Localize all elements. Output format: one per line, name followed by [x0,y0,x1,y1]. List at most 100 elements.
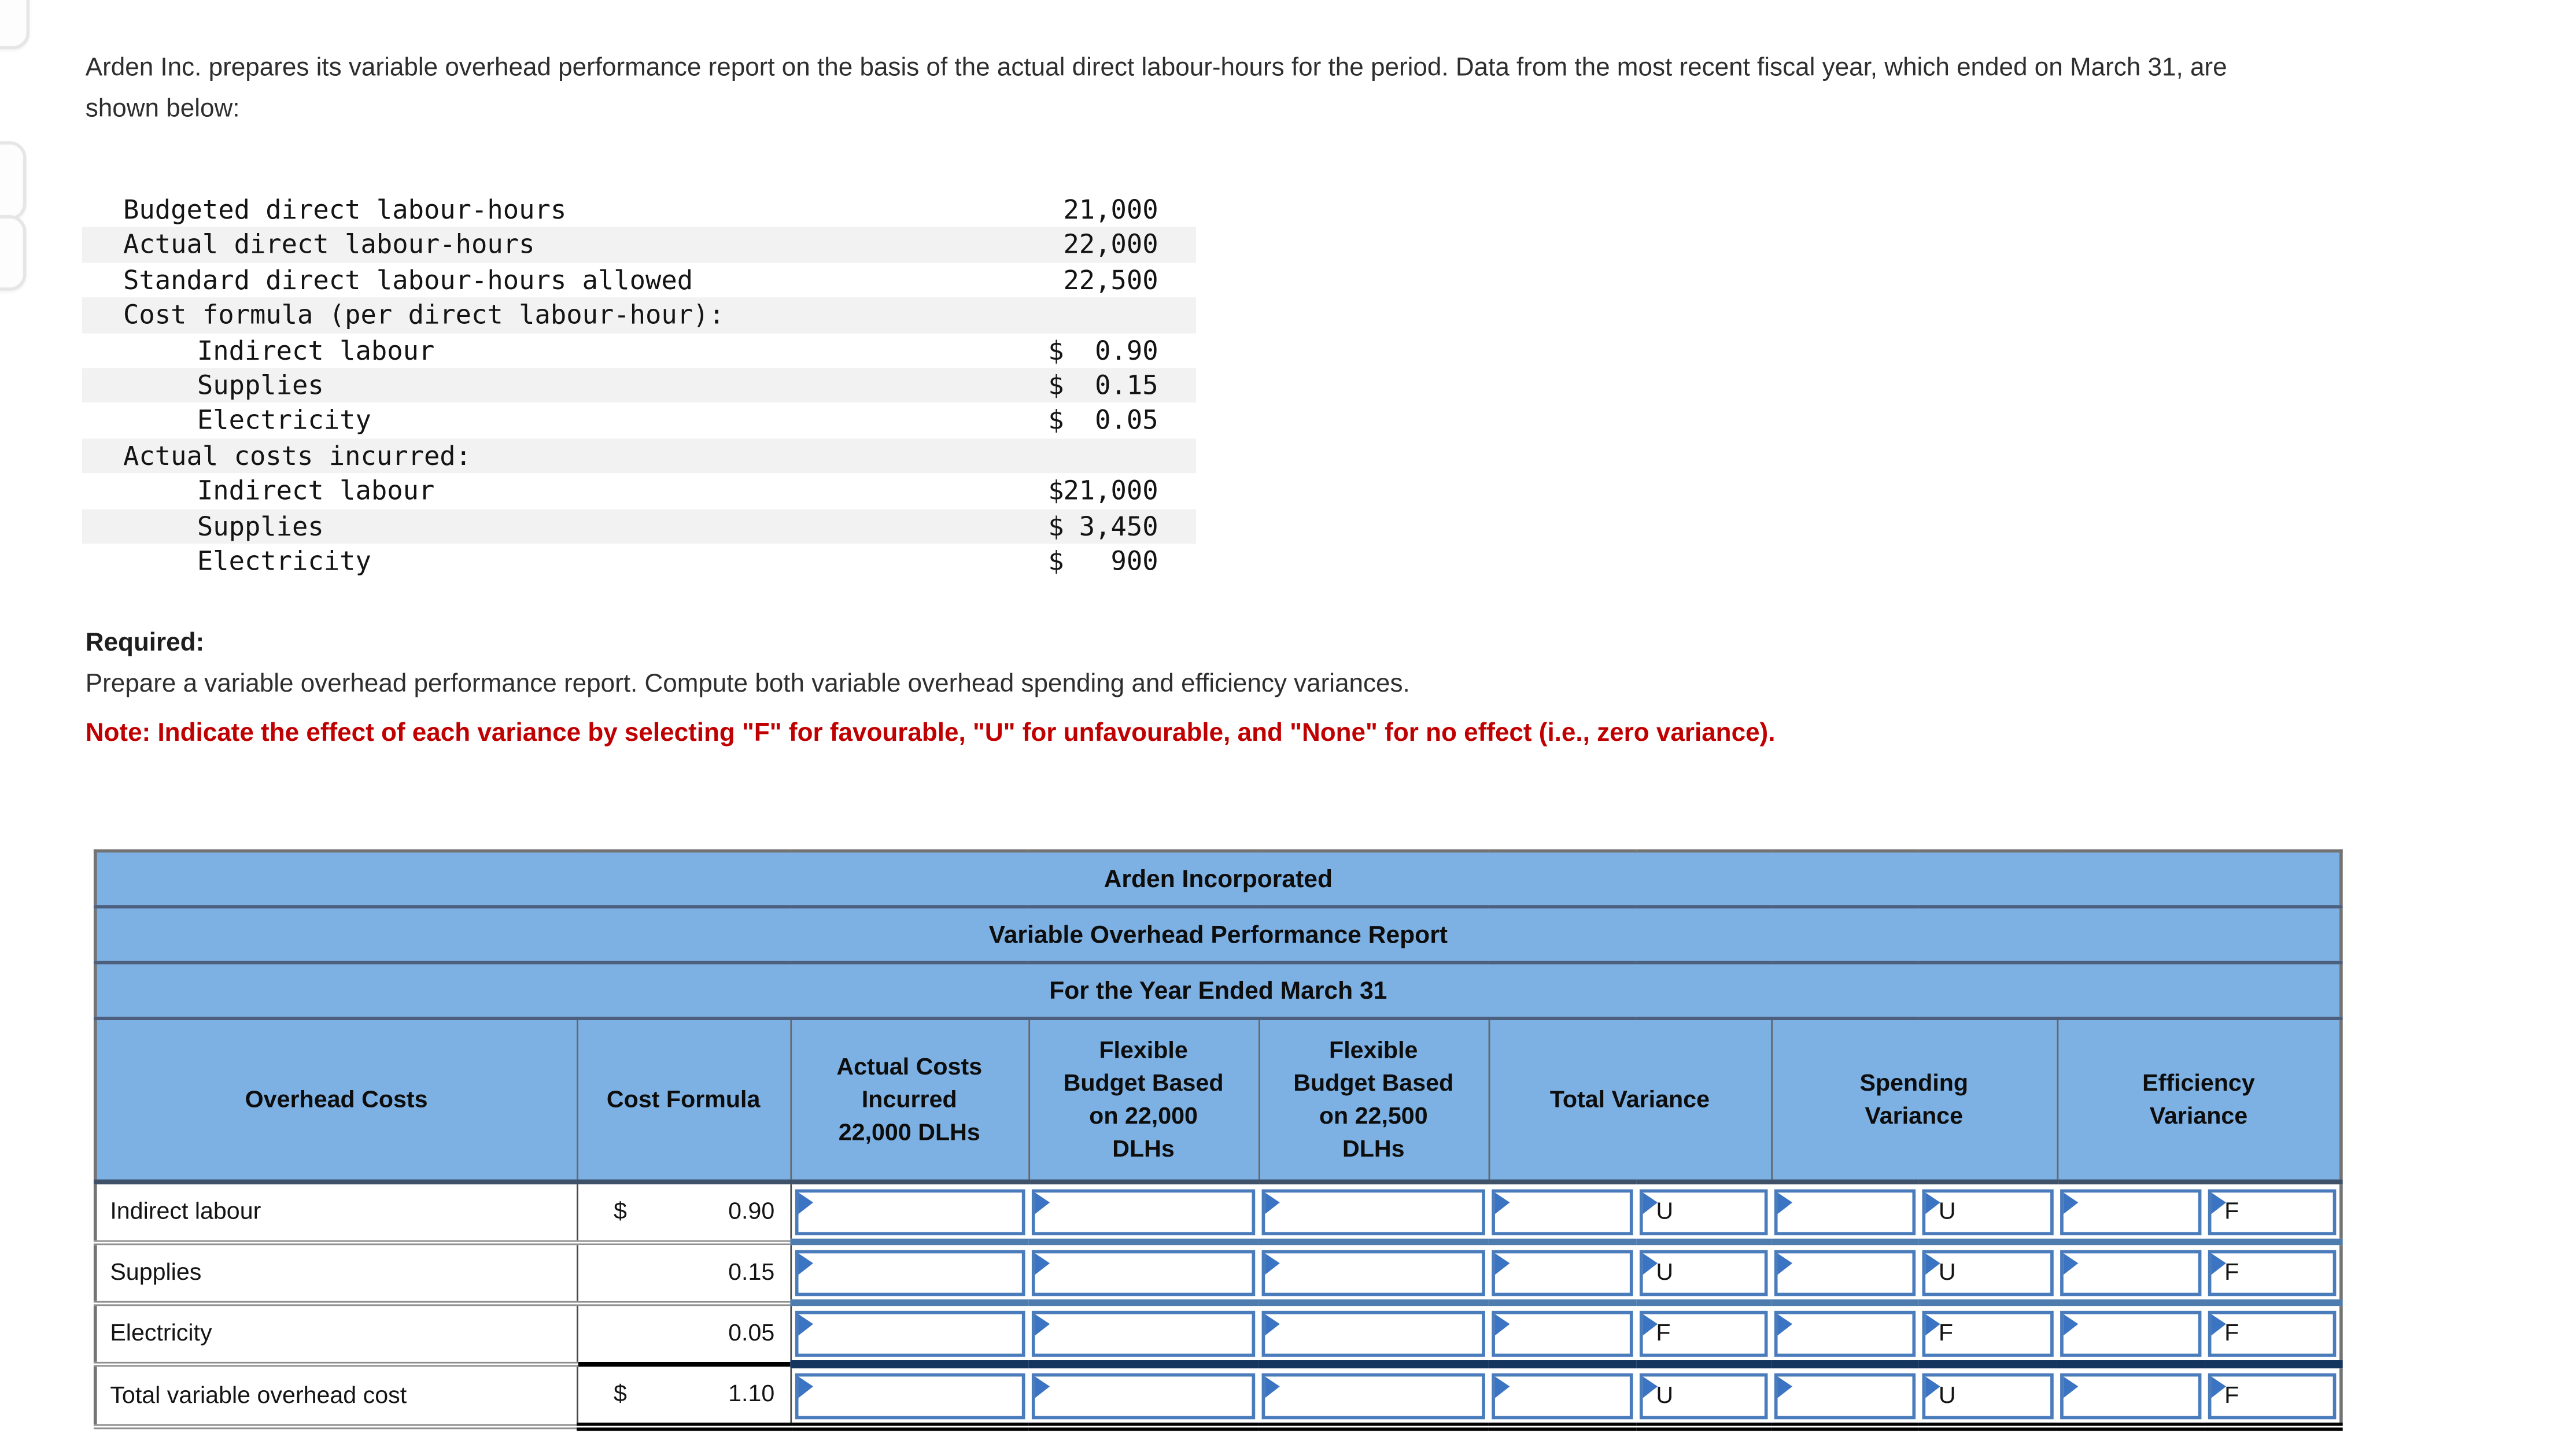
data-row-label: Electricity [197,404,371,436]
data-row: Indirect labour $21,000 [82,473,1196,508]
flexible-budget-22500-input[interactable] [1261,1188,1485,1235]
problem-statement: Arden Inc. prepares its variable overhea… [85,54,2227,123]
actual-costs-input[interactable] [794,1188,1025,1235]
cell-container [790,1364,1029,1431]
efficiency-variance-effect-select[interactable]: F [2208,1249,2337,1295]
efficiency-variance-input[interactable] [2060,1372,2202,1419]
total-variance-effect-select[interactable]: F [1639,1310,1768,1356]
data-row: Indirect labour $0.90 [82,333,1196,368]
efficiency-variance-input[interactable] [2060,1310,2202,1356]
flexible-budget-22500-input[interactable] [1261,1249,1485,1295]
dollar-sign: $ [1048,475,1064,507]
total-variance-effect-select[interactable]: U [1639,1188,1768,1235]
cell-container [1028,1181,1259,1246]
dollar-sign: $ [1048,370,1064,401]
variance-report-table: Arden Incorporated Variable Overhead Per… [93,849,2343,1431]
cell-marker-icon [1494,1191,1510,1213]
spending-variance-effect-select[interactable]: U [1922,1372,2054,1419]
cell-marker-icon [1494,1313,1510,1335]
data-row-label: Indirect labour [197,334,435,366]
flexible-budget-22000-input[interactable] [1031,1310,1256,1356]
data-row: Electricity $0.05 [82,403,1196,438]
efficiency-variance-effect-select[interactable]: F [2208,1310,2337,1356]
flexible-budget-22000-input[interactable] [1031,1372,1256,1419]
cell-marker-icon [1265,1252,1280,1274]
report-row-electricity: Electricity 0.05 F F F [95,1302,2341,1369]
spending-variance-input[interactable] [1774,1372,1916,1419]
data-row-label: Budgeted direct labour-hours [123,194,567,226]
effect-value: F [2224,1259,2239,1286]
row-label: Electricity [95,1302,578,1367]
efficiency-variance-effect-select[interactable]: F [2208,1188,2337,1235]
data-row-value: 900 [1110,545,1158,577]
cell-container: U [1636,1242,1772,1306]
effect-value: U [1656,1259,1674,1286]
total-variance-input[interactable] [1492,1249,1633,1295]
cell-container [1771,1364,1919,1431]
data-row-label: Supplies [197,370,324,401]
cell-container [1771,1242,1919,1306]
col-header-actual-costs: Actual Costs Incurred 22,000 DLHs [789,1018,1029,1185]
flexible-budget-22000-input[interactable] [1031,1188,1256,1235]
row-label: Supplies [95,1242,578,1305]
cell-container [1028,1302,1259,1369]
cost-formula-cell: 0.05 [577,1302,791,1367]
cell-container: U [1918,1364,2057,1431]
row-label: Indirect labour [95,1181,578,1244]
cell-marker-icon [798,1376,813,1397]
cell-container [1488,1181,1637,1246]
cell-marker-icon [1494,1252,1510,1274]
cell-marker-icon [1265,1313,1280,1335]
cell-marker-icon [2063,1252,2079,1274]
cell-container [1258,1364,1489,1431]
col-header-efficiency-variance: Efficiency Variance [2056,1018,2341,1185]
cell-marker-icon [1925,1191,1940,1213]
data-row-label: Actual direct labour-hours [123,228,535,260]
data-row: Electricity $900 [82,544,1196,579]
cell-marker-icon [798,1252,813,1274]
cell-container: F [1636,1302,1772,1369]
required-note: Note: Indicate the effect of each varian… [85,719,1776,748]
window-edge-fragment [0,141,27,220]
actual-costs-input[interactable] [794,1249,1025,1295]
data-row-label: Actual costs incurred: [123,440,472,471]
total-variance-effect-select[interactable]: U [1639,1249,1768,1295]
report-title-company: Arden Incorporated [95,851,2341,908]
report-row-total: Total variable overhead cost $1.10 U U F [95,1364,2341,1431]
efficiency-variance-effect-select[interactable]: F [2208,1372,2337,1419]
cell-container [1028,1364,1259,1431]
cell-marker-icon [2211,1376,2227,1397]
cell-marker-icon [2063,1376,2079,1397]
efficiency-variance-input[interactable] [2060,1249,2202,1295]
cell-container [1771,1181,1919,1246]
actual-costs-input[interactable] [794,1310,1025,1356]
actual-costs-input[interactable] [794,1372,1025,1419]
spending-variance-input[interactable] [1774,1249,1916,1295]
row-label: Total variable overhead cost [95,1364,578,1430]
flexible-budget-22500-input[interactable] [1261,1372,1485,1419]
col-header-cost-formula: Cost Formula [575,1018,791,1185]
spending-variance-effect-select[interactable]: U [1922,1188,2054,1235]
spending-variance-input[interactable] [1774,1310,1916,1356]
total-variance-effect-select[interactable]: U [1639,1372,1768,1419]
flexible-budget-22000-input[interactable] [1031,1249,1256,1295]
cost-formula-value: 0.15 [728,1259,775,1286]
total-variance-input[interactable] [1492,1188,1633,1235]
data-row: Actual costs incurred: [82,438,1196,474]
window-edge-fragment [0,0,30,50]
cell-container [2057,1364,2205,1431]
flexible-budget-22500-input[interactable] [1261,1310,1485,1356]
cell-container [2057,1181,2205,1246]
cost-formula-cell: $0.90 [577,1181,791,1244]
total-variance-input[interactable] [1492,1372,1633,1419]
spending-variance-input[interactable] [1774,1188,1916,1235]
spending-variance-effect-select[interactable]: U [1922,1249,2054,1295]
spending-variance-effect-select[interactable]: F [1922,1310,2054,1356]
cell-container [2057,1302,2205,1369]
data-row: Supplies $0.15 [82,368,1196,403]
data-row: Cost formula (per direct labour-hour): [82,297,1196,333]
data-row: Actual direct labour-hours 22,000 [82,227,1196,263]
efficiency-variance-input[interactable] [2060,1188,2202,1235]
total-variance-input[interactable] [1492,1310,1633,1356]
cell-container [790,1181,1029,1246]
